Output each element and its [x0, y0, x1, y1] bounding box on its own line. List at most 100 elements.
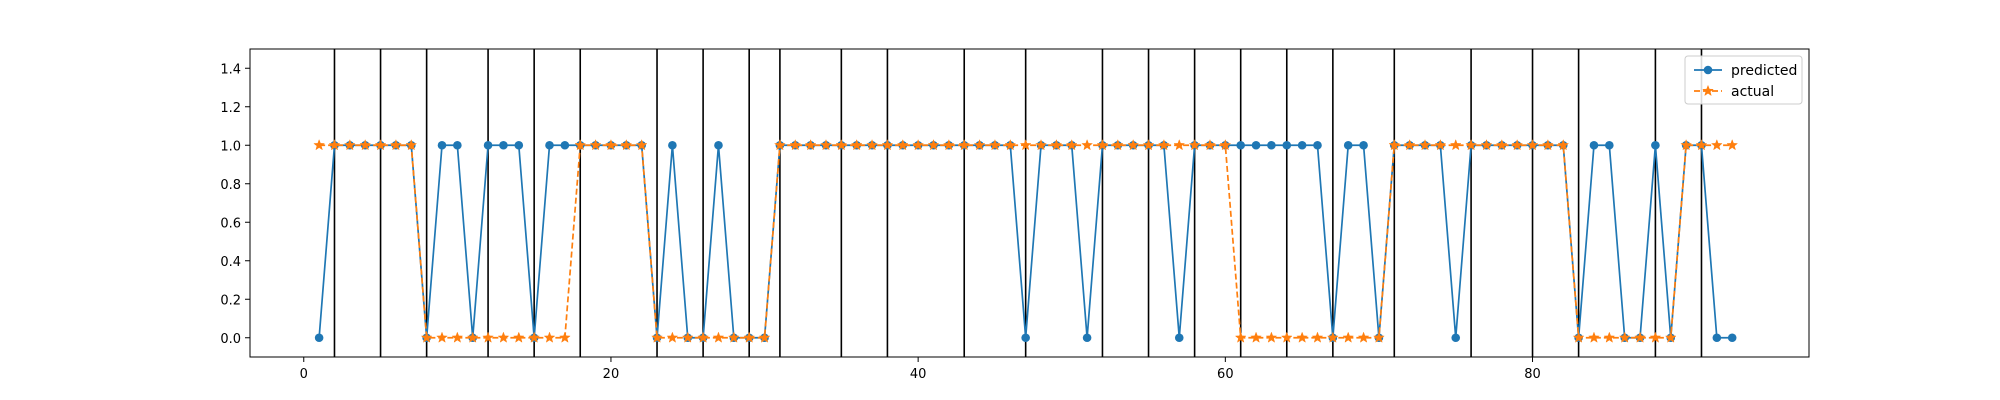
data-point [712, 331, 725, 343]
data-point [436, 331, 448, 343]
data-point [743, 331, 756, 343]
data-point [714, 140, 723, 150]
data-point [482, 331, 494, 343]
data-point [390, 139, 402, 151]
data-point [514, 140, 524, 150]
data-point [328, 139, 341, 151]
data-point [881, 139, 894, 151]
data-point [866, 139, 878, 151]
data-point [1297, 140, 1307, 150]
data-point [927, 139, 940, 151]
data-point [820, 139, 832, 151]
data-point [1511, 139, 1524, 151]
data-point [1096, 139, 1109, 151]
y-tick-label: 0.8 [220, 178, 241, 193]
data-point [343, 139, 356, 151]
series-layer [313, 139, 1739, 343]
data-point [1605, 140, 1614, 150]
data-point [1388, 139, 1401, 151]
data-point [574, 139, 587, 151]
data-point [1373, 331, 1385, 343]
data-point [558, 331, 571, 343]
data-point [1343, 140, 1353, 150]
data-point [727, 331, 740, 343]
data-point [497, 331, 510, 343]
data-point [405, 139, 418, 151]
data-point [973, 139, 986, 151]
legend-marker-actual [1702, 84, 1714, 97]
data-point [1618, 331, 1631, 343]
x-tick-label: 40 [910, 367, 927, 382]
data-point [1403, 139, 1416, 151]
x-tick-label: 80 [1524, 367, 1541, 382]
data-point [651, 331, 663, 343]
y-tick-label: 1.4 [220, 62, 241, 77]
y-axis: 0.0 0.2 0.4 0.6 0.8 1.0 1.2 1.4 [220, 62, 250, 347]
data-point [1557, 139, 1570, 151]
data-point [789, 139, 802, 151]
data-point [666, 331, 679, 343]
data-point [528, 331, 541, 343]
data-point [453, 140, 462, 150]
data-point [1649, 331, 1662, 343]
data-point [1589, 140, 1599, 150]
data-point [543, 331, 556, 343]
data-point [1664, 331, 1677, 343]
data-point [1342, 331, 1355, 343]
data-point [1465, 139, 1478, 151]
data-point [1267, 140, 1276, 150]
data-point [958, 139, 971, 151]
data-point [620, 139, 633, 151]
data-point [850, 139, 863, 151]
data-point [483, 140, 493, 150]
x-axis: 0 20 40 60 80 [300, 357, 1541, 382]
y-tick-label: 0.0 [220, 332, 241, 347]
data-point [466, 331, 479, 343]
data-point [835, 139, 848, 151]
data-point [1081, 139, 1094, 151]
data-point [420, 331, 433, 343]
data-point [1572, 331, 1585, 343]
data-point [1021, 333, 1030, 343]
data-point [589, 139, 602, 151]
data-point [1157, 139, 1170, 151]
data-point [1219, 139, 1232, 151]
data-point [1726, 139, 1739, 151]
data-point [1065, 139, 1078, 151]
y-tick-label: 0.2 [220, 293, 241, 308]
data-point [1251, 140, 1261, 150]
data-point [697, 331, 710, 343]
data-point [1712, 333, 1722, 343]
data-point [1419, 139, 1431, 151]
data-point [1127, 139, 1140, 151]
x-tick-label: 60 [1217, 367, 1234, 382]
data-point [374, 139, 387, 151]
x-tick-label: 20 [603, 367, 620, 382]
data-point [1603, 331, 1616, 343]
axes-frame [249, 48, 1810, 358]
data-point [681, 331, 694, 343]
data-point [1035, 139, 1047, 151]
data-point [499, 140, 508, 150]
data-point [1357, 331, 1370, 343]
legend-box [1684, 55, 1803, 105]
data-point [1727, 333, 1737, 343]
data-point [1634, 331, 1646, 343]
data-point [1313, 140, 1322, 150]
data-point [1204, 139, 1216, 151]
data-point [512, 331, 525, 343]
y-tick-label: 0.4 [220, 255, 241, 270]
data-point [1588, 331, 1600, 343]
data-point [560, 140, 570, 150]
data-point [942, 139, 955, 151]
data-point [1695, 139, 1708, 151]
data-point [1651, 140, 1660, 150]
data-point [912, 139, 925, 151]
data-point [635, 139, 648, 151]
data-point [1142, 139, 1155, 151]
data-point [605, 139, 617, 151]
vertical-divider-lines [333, 49, 1703, 357]
data-point [1234, 331, 1247, 343]
data-point [1451, 333, 1461, 343]
